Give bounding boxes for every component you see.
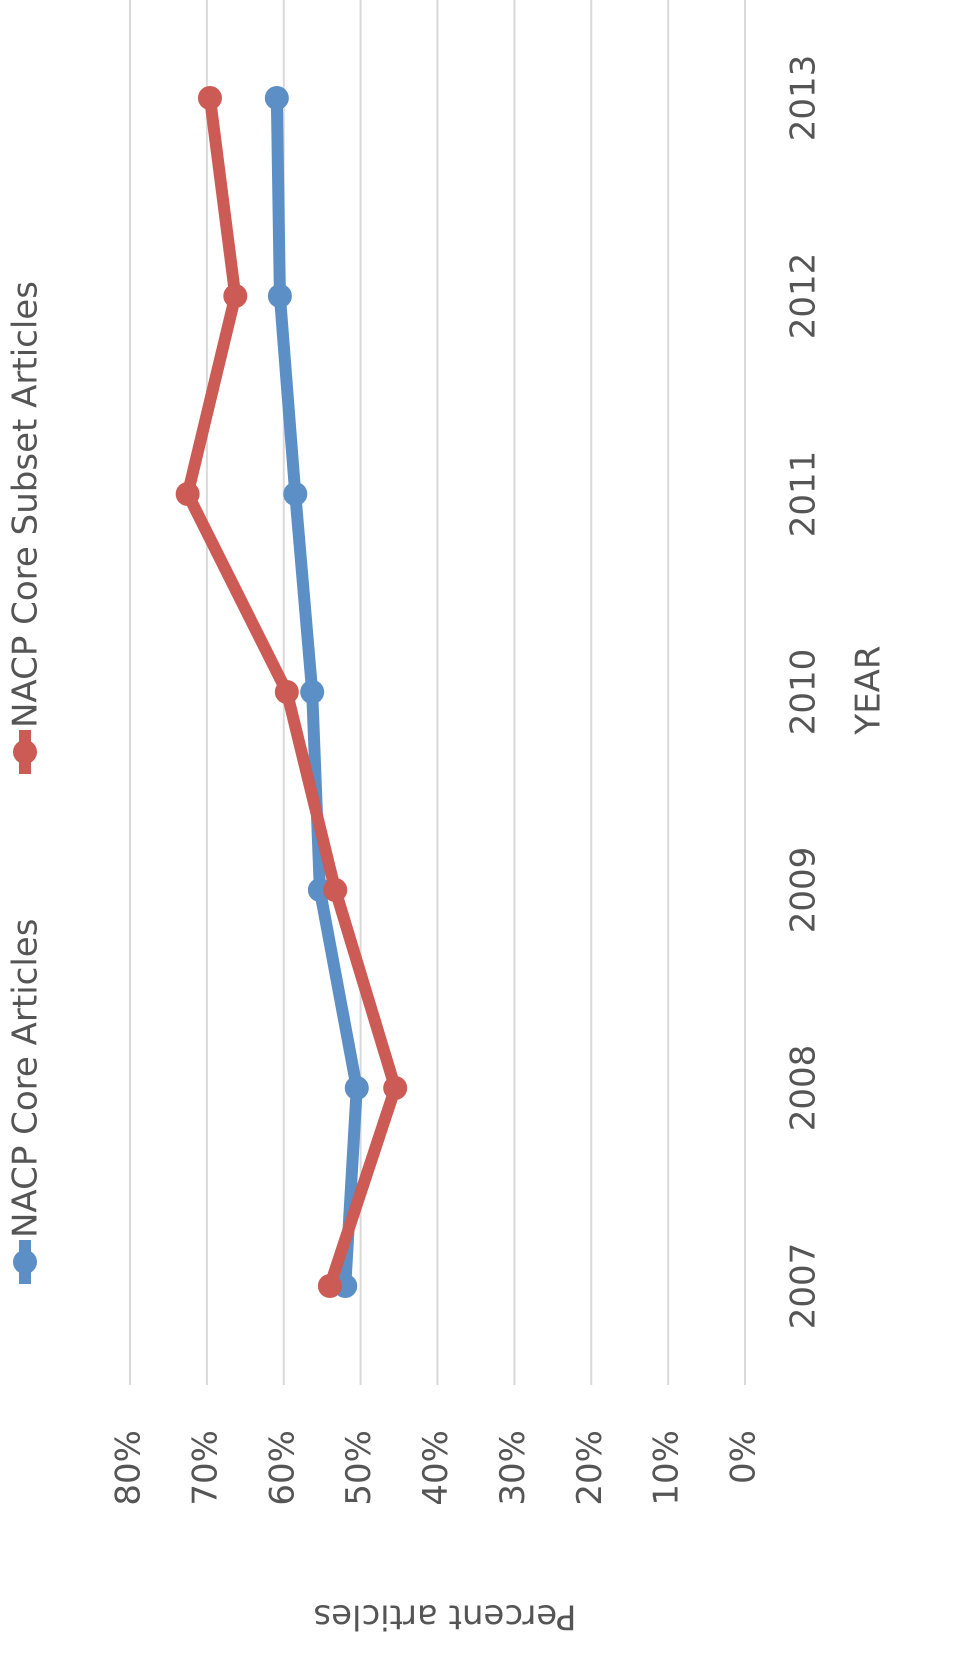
y-tick-label: 20% [570, 1430, 610, 1506]
y-tick-label: 40% [416, 1430, 456, 1506]
point [175, 482, 200, 506]
x-tick-label: 2011 [784, 451, 824, 538]
point [344, 1076, 369, 1100]
point [197, 86, 222, 110]
x-axis-title: YEAR [849, 645, 889, 735]
x-tick-label: 2010 [784, 649, 824, 736]
y-tick-label: 30% [493, 1430, 533, 1506]
point [323, 878, 348, 902]
x-tick-label: 2009 [784, 847, 824, 934]
point [300, 680, 325, 704]
legend-item: NACP Core Articles [6, 919, 46, 1284]
point [223, 284, 248, 308]
legend-marker [13, 1250, 37, 1274]
x-tick-label: 2007 [784, 1243, 824, 1330]
legend-marker [13, 740, 37, 764]
legend-label: NACP Core Subset Articles [6, 281, 46, 728]
point [383, 1076, 408, 1100]
legend-item: NACP Core Subset Articles [6, 281, 46, 774]
y-tick-label: 60% [262, 1430, 302, 1506]
y-tick-label: 0% [724, 1430, 764, 1484]
legend-label: NACP Core Articles [6, 919, 46, 1238]
y-tick-label: 50% [339, 1430, 379, 1506]
point [264, 86, 289, 110]
y-axis-title: Percent articles [313, 1597, 576, 1637]
x-tick-label: 2008 [784, 1045, 824, 1132]
point [274, 680, 299, 704]
y-tick-label: 10% [647, 1430, 687, 1506]
rotated-chart: 0% 10% 20% 30% 40% 50% 60% 70% 80% 2007 2008 2009 20… [6, 0, 889, 1637]
point [317, 1274, 342, 1298]
point [267, 284, 292, 308]
point [283, 482, 308, 506]
y-tick-label: 70% [185, 1430, 225, 1506]
y-tick-label: 80% [109, 1430, 149, 1506]
x-tick-label: 2013 [784, 55, 824, 142]
x-tick-label: 2012 [784, 253, 824, 340]
